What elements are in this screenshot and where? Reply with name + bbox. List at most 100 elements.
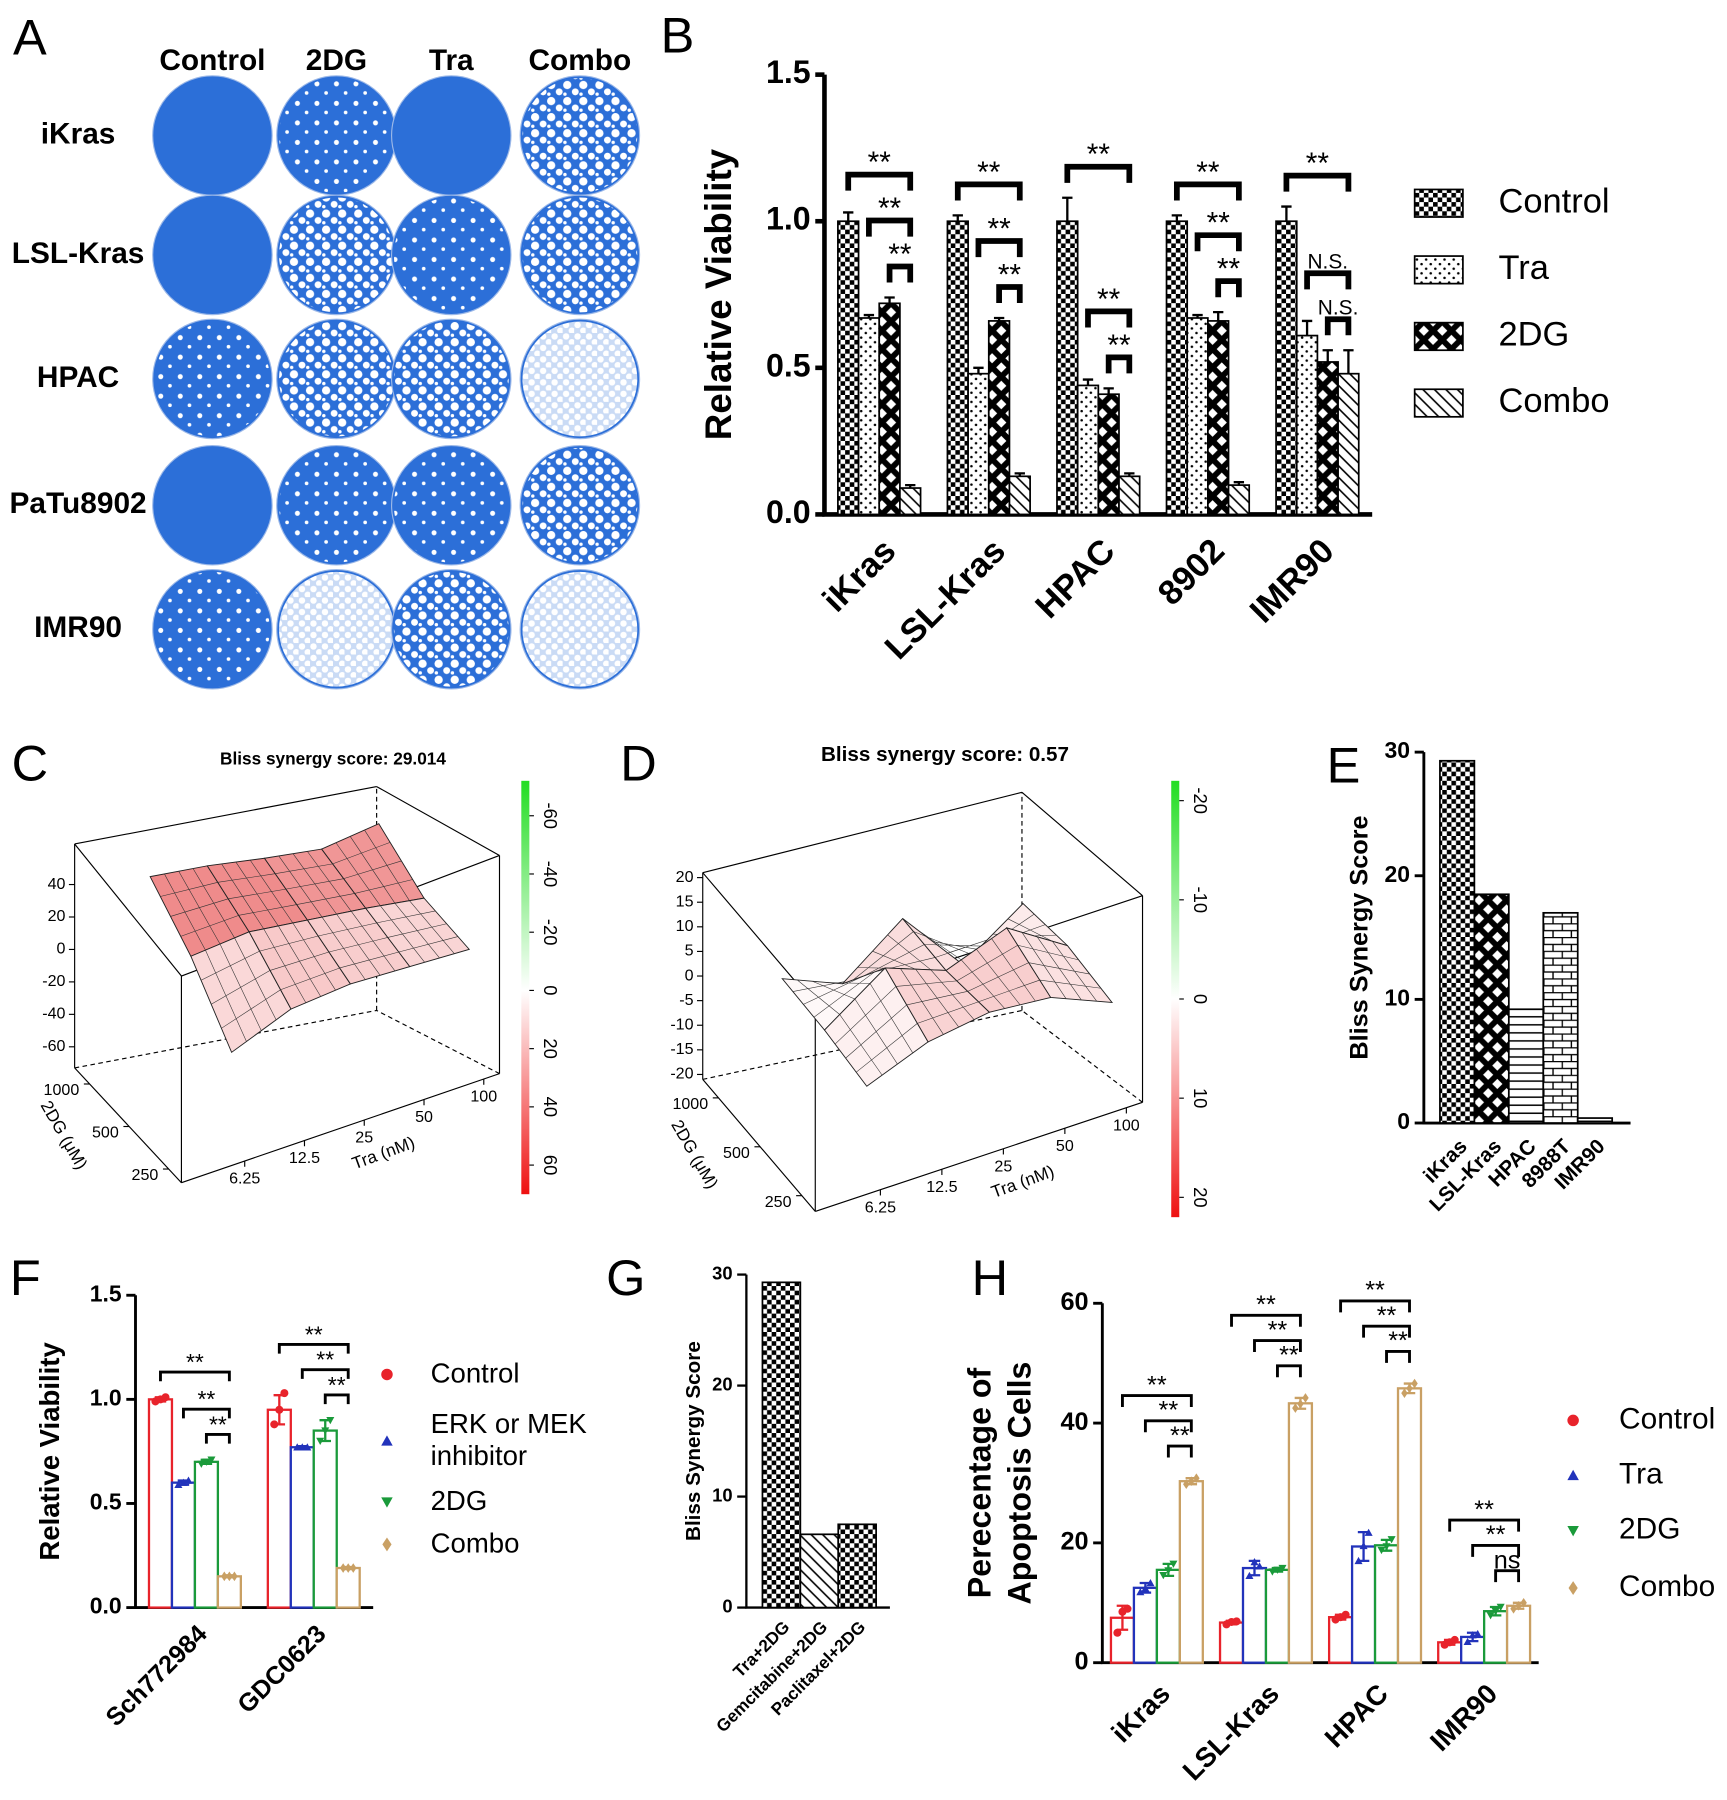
plate-colonies: [522, 197, 638, 313]
y-tick-label: 1000: [672, 1095, 708, 1113]
box-edge: [1021, 791, 1143, 897]
data-point: [1136, 1587, 1145, 1596]
plate-colonies: [279, 571, 394, 687]
data-point: [293, 1443, 302, 1451]
data-point: [231, 1571, 238, 1582]
row-label: LSL-Kras: [12, 237, 145, 270]
mesh-line: [376, 900, 458, 963]
mesh-line: [259, 922, 340, 1003]
bar: [1207, 320, 1230, 516]
x-tick-label: iKras: [1105, 1678, 1176, 1749]
bar: [1097, 393, 1120, 516]
plate-colonies: [279, 197, 394, 313]
colorbar-tick-label: 20: [1190, 1187, 1211, 1207]
legend-marker: [1567, 1414, 1579, 1427]
x-tick-label: 100: [470, 1088, 497, 1106]
data-point: [316, 1437, 325, 1446]
box-edge: [181, 1073, 500, 1184]
significance-bracket: [1120, 1394, 1193, 1408]
plate-colonies: [155, 571, 270, 687]
significance-label: **: [1159, 1397, 1179, 1425]
significance-bracket: [1385, 1349, 1411, 1363]
data-point: [1463, 1637, 1472, 1645]
bar: [1316, 361, 1339, 516]
y-axis-title: Perecentage of: [961, 1367, 997, 1598]
z-tick-label: 20: [676, 868, 694, 886]
mesh-line: [332, 829, 413, 906]
plate-colonies: [279, 321, 394, 437]
plate-colonies: [522, 571, 638, 687]
mesh-line: [913, 929, 996, 961]
box-edge: [702, 791, 1023, 874]
z-tick-label: 0: [57, 940, 66, 958]
legend-label: 2DG: [1498, 316, 1569, 354]
plate-colonies: [279, 447, 394, 563]
plate-colonies: [279, 78, 394, 193]
significance-bracket: [1085, 308, 1133, 328]
panel-letter: F: [10, 1249, 41, 1306]
legend-swatch: [1413, 388, 1464, 418]
data-point: [303, 1443, 312, 1451]
significance-bracket: [1283, 172, 1352, 192]
data-point: [298, 1443, 307, 1451]
significance-label: **: [305, 1321, 323, 1347]
data-point: [1491, 1607, 1500, 1616]
box-edge: [74, 1067, 182, 1184]
colorbar-tick-label: 0: [540, 985, 561, 995]
y-tick-label: 30: [1385, 737, 1411, 763]
significance-label: **: [878, 192, 902, 225]
data-point: [1273, 1566, 1282, 1574]
x-tick-label: 8902: [1151, 532, 1232, 613]
significance-label: **: [1087, 138, 1111, 171]
significance-label: **: [209, 1412, 227, 1438]
data-point: [1450, 1635, 1459, 1644]
significance-bracket: [845, 171, 914, 191]
data-point: [207, 1456, 216, 1464]
significance-bracket: [204, 1433, 231, 1444]
panel-letter: A: [13, 9, 47, 66]
mesh-line: [834, 983, 918, 1076]
y-tick-label: 0: [1397, 1108, 1410, 1134]
bar: [193, 1460, 220, 1609]
data-point: [184, 1476, 193, 1484]
plate: [152, 444, 273, 566]
box-edge: [74, 843, 182, 977]
y-tick-label: 1.0: [90, 1384, 122, 1410]
figure-content: A Control 2DG Tra ComboiKrasLSL-KrasHPACPaTu…: [10, 6, 1716, 1786]
legend-label: Combo: [430, 1528, 520, 1560]
x-tick-label: IMR90: [1243, 532, 1342, 631]
legend-label: Combo: [1498, 382, 1609, 420]
significance-label: **: [328, 1372, 346, 1398]
bar: [1227, 484, 1251, 516]
significance-bracket: [1448, 1518, 1521, 1532]
mesh-line: [217, 859, 297, 930]
legend-label: Tra: [1498, 249, 1549, 287]
plate-colonies: [522, 321, 638, 437]
colorbar-tick-label: 60: [540, 1155, 561, 1175]
legend-marker: [381, 1368, 393, 1381]
mesh-line: [200, 937, 281, 1042]
legend-label: Control: [1498, 182, 1609, 220]
significance-bracket: [954, 181, 1023, 201]
z-tick-label: -15: [670, 1040, 693, 1058]
bar: [1337, 372, 1360, 516]
error-bar: [1171, 214, 1183, 222]
x-tick-label: 50: [1056, 1137, 1074, 1155]
x-tick-label: 6.25: [865, 1198, 896, 1216]
y-axis-title: 2DG (μM): [667, 1116, 722, 1192]
legend-marker: [381, 1435, 393, 1446]
data-point: [179, 1478, 188, 1486]
z-tick-label: 5: [685, 942, 694, 960]
error-bar: [1082, 378, 1094, 386]
error-bar: [1014, 472, 1025, 477]
legend-marker: [1567, 1469, 1579, 1481]
y-axis-title: Apoptosis Cells: [1001, 1362, 1037, 1605]
data-point: [1255, 1562, 1264, 1570]
significance-label: **: [1486, 1521, 1506, 1549]
error-bar: [1062, 196, 1073, 222]
significance-bracket: [1324, 316, 1352, 336]
data-point: [270, 1420, 279, 1429]
bar: [837, 220, 860, 516]
error-bar: [905, 483, 916, 489]
y-tick-label: 0.5: [766, 347, 811, 383]
